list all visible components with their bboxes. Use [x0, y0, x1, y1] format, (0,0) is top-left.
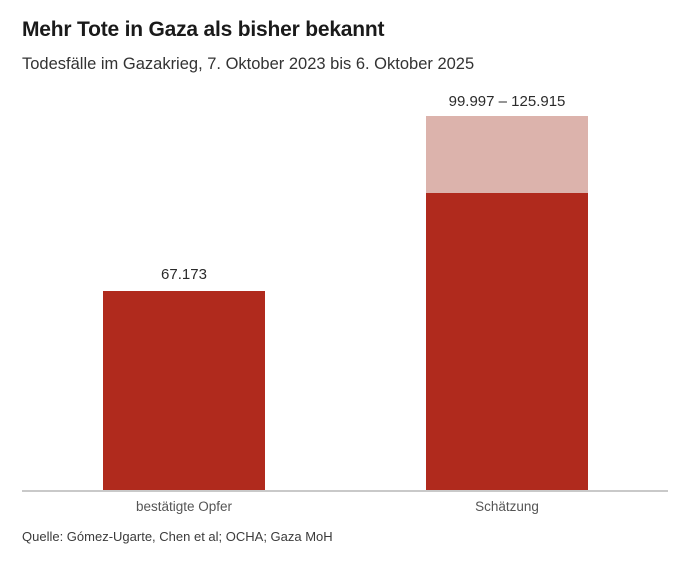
bar-segment-confirmed-deaths	[103, 290, 265, 491]
value-label-confirmed: 67.173	[161, 266, 207, 283]
category-label-estimate: Schätzung	[475, 499, 539, 514]
source-credit: Quelle: Gómez-Ugarte, Chen et al; OCHA; …	[22, 529, 333, 544]
x-axis-line	[22, 490, 668, 492]
chart-title: Mehr Tote in Gaza als bisher bekannt	[22, 18, 385, 41]
category-label-confirmed: bestätigte Opfer	[135, 499, 233, 514]
bar-segment-estimate-lower-bound	[426, 193, 588, 491]
value-label-estimate: 99.997 – 125.915	[448, 93, 566, 110]
chart-subtitle: Todesfälle im Gazakrieg, 7. Oktober 2023…	[22, 55, 475, 73]
bar-segment-estimate-upper-range	[426, 116, 588, 194]
